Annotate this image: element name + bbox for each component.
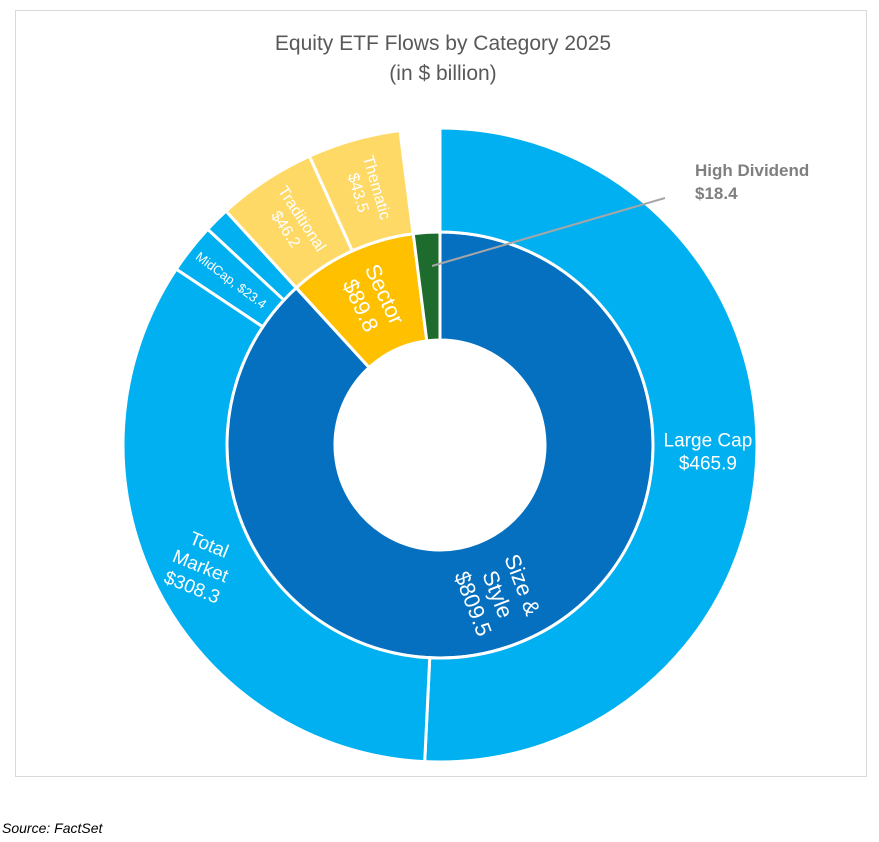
chart-frame — [15, 10, 867, 777]
leader-line-high-dividend — [431, 197, 666, 267]
chart-title: Equity ETF Flows by Category 2025 — [275, 32, 611, 55]
inner-slice-high-dividend — [411, 230, 442, 343]
data-label-high-dividend: High Dividend $18.4 — [695, 161, 809, 203]
outer-slice-total-market — [121, 267, 432, 764]
data-label-large-cap: Large Cap $465.9 — [664, 431, 753, 475]
source-note: Source: FactSet — [2, 820, 103, 836]
chart-subtitle: (in $ billion) — [389, 62, 496, 85]
outer-slice-large-cap — [423, 126, 759, 764]
outer-slice-thematic — [307, 128, 415, 253]
sunburst-chart: Equity ETF Flows by Category 2025 (in $ … — [121, 32, 809, 764]
